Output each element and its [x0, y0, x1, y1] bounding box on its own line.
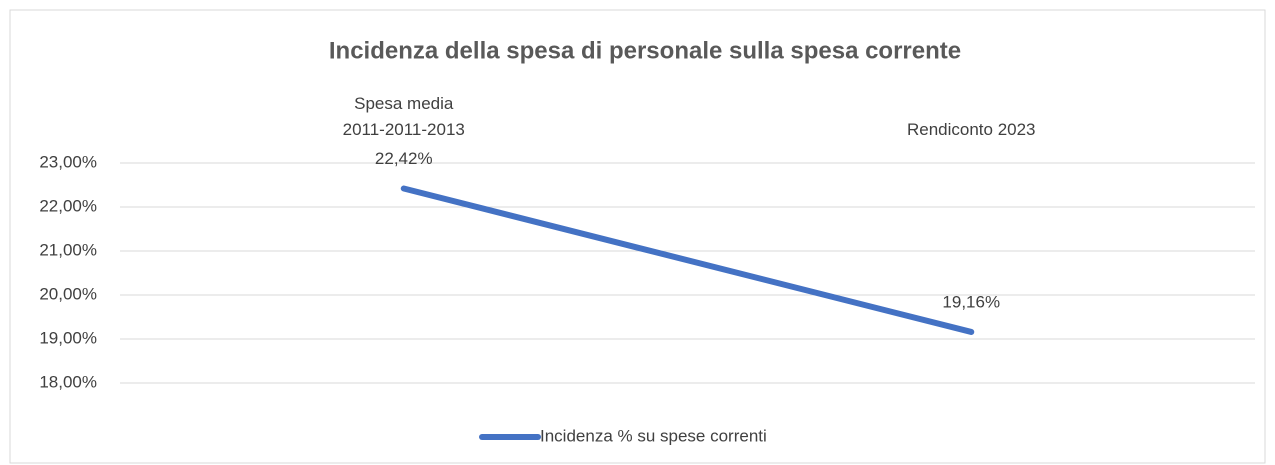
data-label: 22,42% [375, 149, 433, 168]
chart-title: Incidenza della spesa di personale sulla… [329, 37, 961, 64]
line [400, 185, 975, 335]
y-tick-label: 22,00% [39, 196, 97, 215]
legend-label: Incidenza % su spese correnti [540, 426, 767, 445]
y-tick-label: 18,00% [39, 372, 97, 391]
y-tick-label: 23,00% [39, 152, 97, 171]
y-tick-label: 20,00% [39, 284, 97, 303]
y-tick-label: 21,00% [39, 240, 97, 259]
chart-frame [9, 9, 1266, 464]
x-tick-label: Spesa media 2011-2011-2013 [342, 94, 465, 139]
x-tick-label: Rendiconto 2023 [906, 120, 1036, 139]
y-tick-label: 19,00% [39, 328, 97, 347]
data-label: 19,16% [942, 292, 1000, 311]
